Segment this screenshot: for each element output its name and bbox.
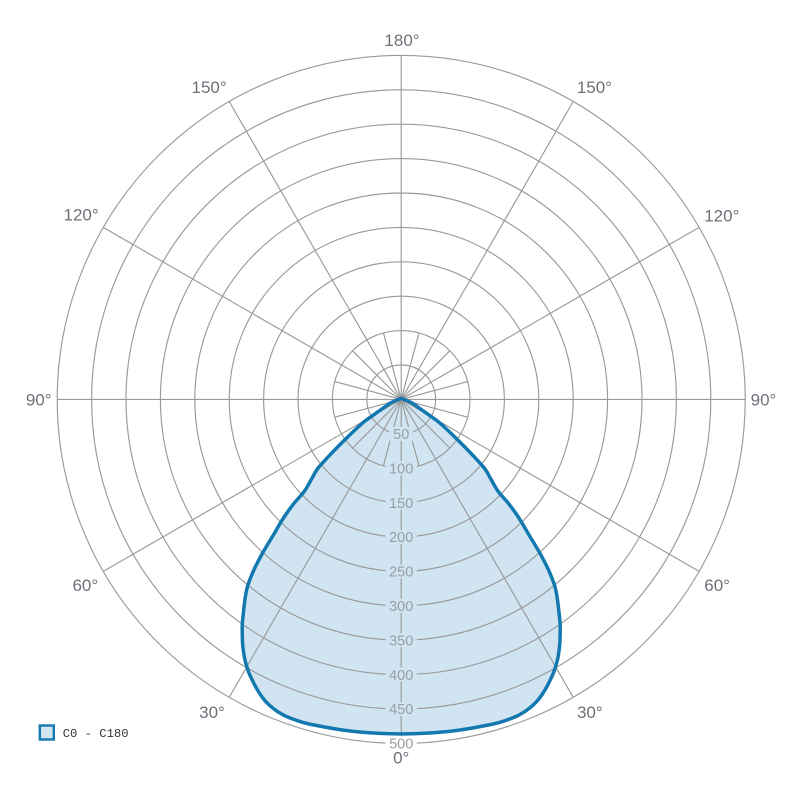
svg-text:30°: 30° <box>199 703 225 722</box>
svg-text:450: 450 <box>389 702 413 718</box>
svg-text:0°: 0° <box>393 749 409 768</box>
svg-text:250: 250 <box>389 565 413 581</box>
svg-text:100: 100 <box>389 461 413 477</box>
svg-text:150°: 150° <box>577 78 612 97</box>
svg-text:350: 350 <box>389 633 413 649</box>
svg-text:200: 200 <box>389 530 413 546</box>
svg-text:400: 400 <box>389 668 413 684</box>
svg-text:90°: 90° <box>26 391 52 410</box>
svg-text:120°: 120° <box>64 205 99 224</box>
svg-text:C0 - C180: C0 - C180 <box>63 727 129 741</box>
svg-text:300: 300 <box>389 599 413 615</box>
svg-text:90°: 90° <box>751 391 777 410</box>
svg-text:180°: 180° <box>384 31 419 50</box>
svg-text:150°: 150° <box>192 78 227 97</box>
svg-text:500: 500 <box>389 737 413 753</box>
svg-text:120°: 120° <box>704 207 739 226</box>
svg-text:50: 50 <box>393 427 409 443</box>
svg-text:30°: 30° <box>577 703 603 722</box>
svg-text:60°: 60° <box>704 576 730 595</box>
svg-text:60°: 60° <box>72 576 98 595</box>
svg-text:150: 150 <box>389 496 413 512</box>
